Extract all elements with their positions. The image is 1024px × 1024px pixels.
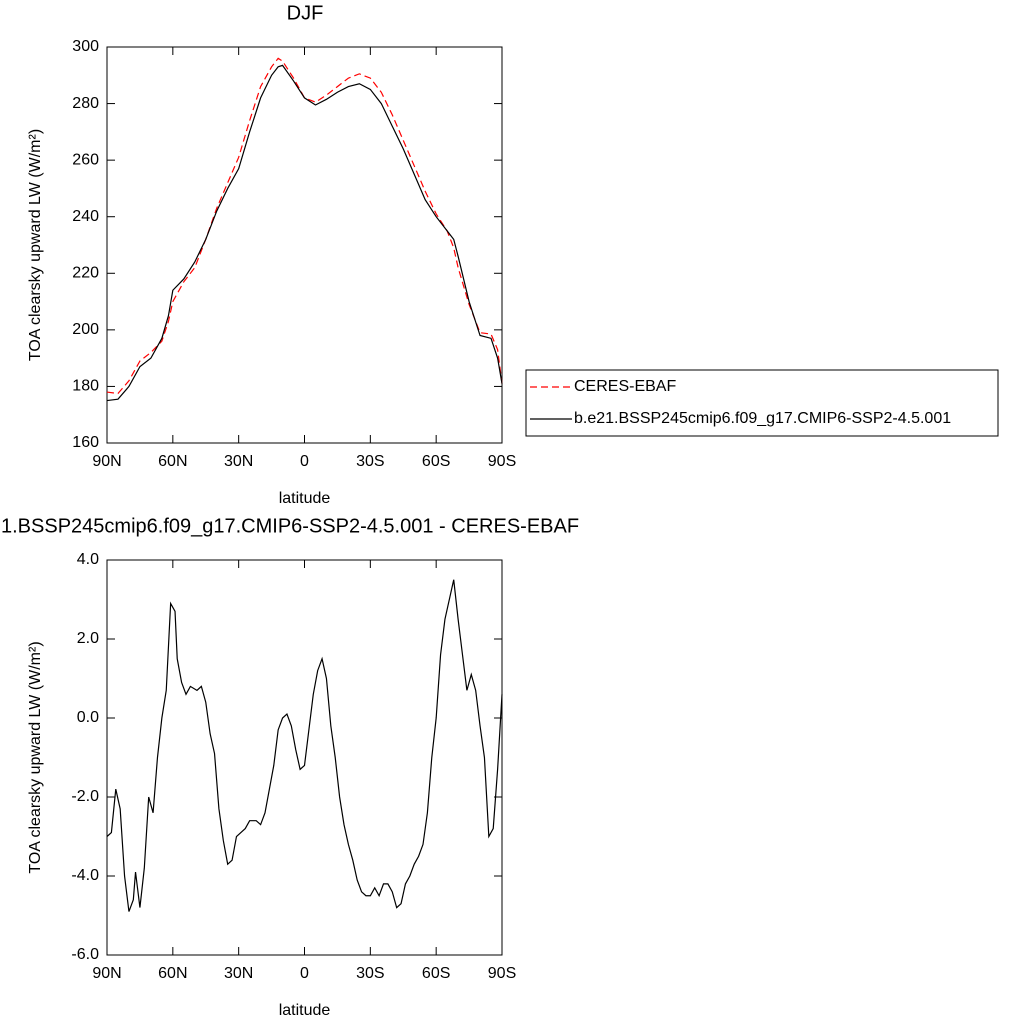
legend-label: CERES-EBAF <box>574 378 676 395</box>
chart-title: DJF <box>287 2 324 24</box>
x-tick-label: 30S <box>356 453 384 470</box>
y-tick-label: 2.0 <box>77 630 99 647</box>
x-tick-label: 60N <box>158 965 187 982</box>
y-tick-label: 4.0 <box>77 551 99 568</box>
x-tick-label: 60N <box>158 453 187 470</box>
x-tick-label: 0 <box>300 453 309 470</box>
data-line <box>106 64 503 402</box>
x-tick-label: 60S <box>422 965 450 982</box>
chart-title: 1.BSSP245cmip6.f09_g17.CMIP6-SSP2-4.5.00… <box>1 515 579 537</box>
y-tick-label: 260 <box>72 151 99 168</box>
y-tick-label: -2.0 <box>71 788 99 805</box>
x-tick-label: 90N <box>92 965 121 982</box>
plot-frame <box>106 559 503 956</box>
x-axis-label: latitude <box>279 1002 331 1019</box>
y-tick-label: -4.0 <box>71 867 99 884</box>
legend-box <box>525 369 999 437</box>
x-tick-label: 30N <box>224 965 253 982</box>
y-axis-label: TOA clearsky upward LW (W/m²) <box>27 641 44 873</box>
y-tick-label: 0.0 <box>77 709 99 726</box>
x-tick-label: 90S <box>488 965 516 982</box>
y-tick-label: 280 <box>72 95 99 112</box>
y-axis-label: TOA clearsky upward LW (W/m²) <box>27 129 44 361</box>
x-tick-label: 30S <box>356 965 384 982</box>
x-tick-label: 60S <box>422 453 450 470</box>
x-tick-label: 90N <box>92 453 121 470</box>
y-tick-label: 300 <box>72 38 99 55</box>
x-axis-label: latitude <box>279 490 331 507</box>
y-tick-label: -6.0 <box>71 946 99 963</box>
y-tick-label: 160 <box>72 434 99 451</box>
data-line <box>106 57 503 395</box>
x-tick-label: 0 <box>300 965 309 982</box>
x-tick-label: 30N <box>224 453 253 470</box>
y-tick-label: 240 <box>72 208 99 225</box>
y-tick-label: 220 <box>72 265 99 282</box>
legend-label: b.e21.BSSP245cmip6.f09_g17.CMIP6-SSP2-4.… <box>574 410 951 427</box>
plot-frame <box>106 46 503 444</box>
data-line <box>106 579 503 912</box>
x-tick-label: 90S <box>488 453 516 470</box>
y-tick-label: 180 <box>72 378 99 395</box>
y-tick-label: 200 <box>72 321 99 338</box>
